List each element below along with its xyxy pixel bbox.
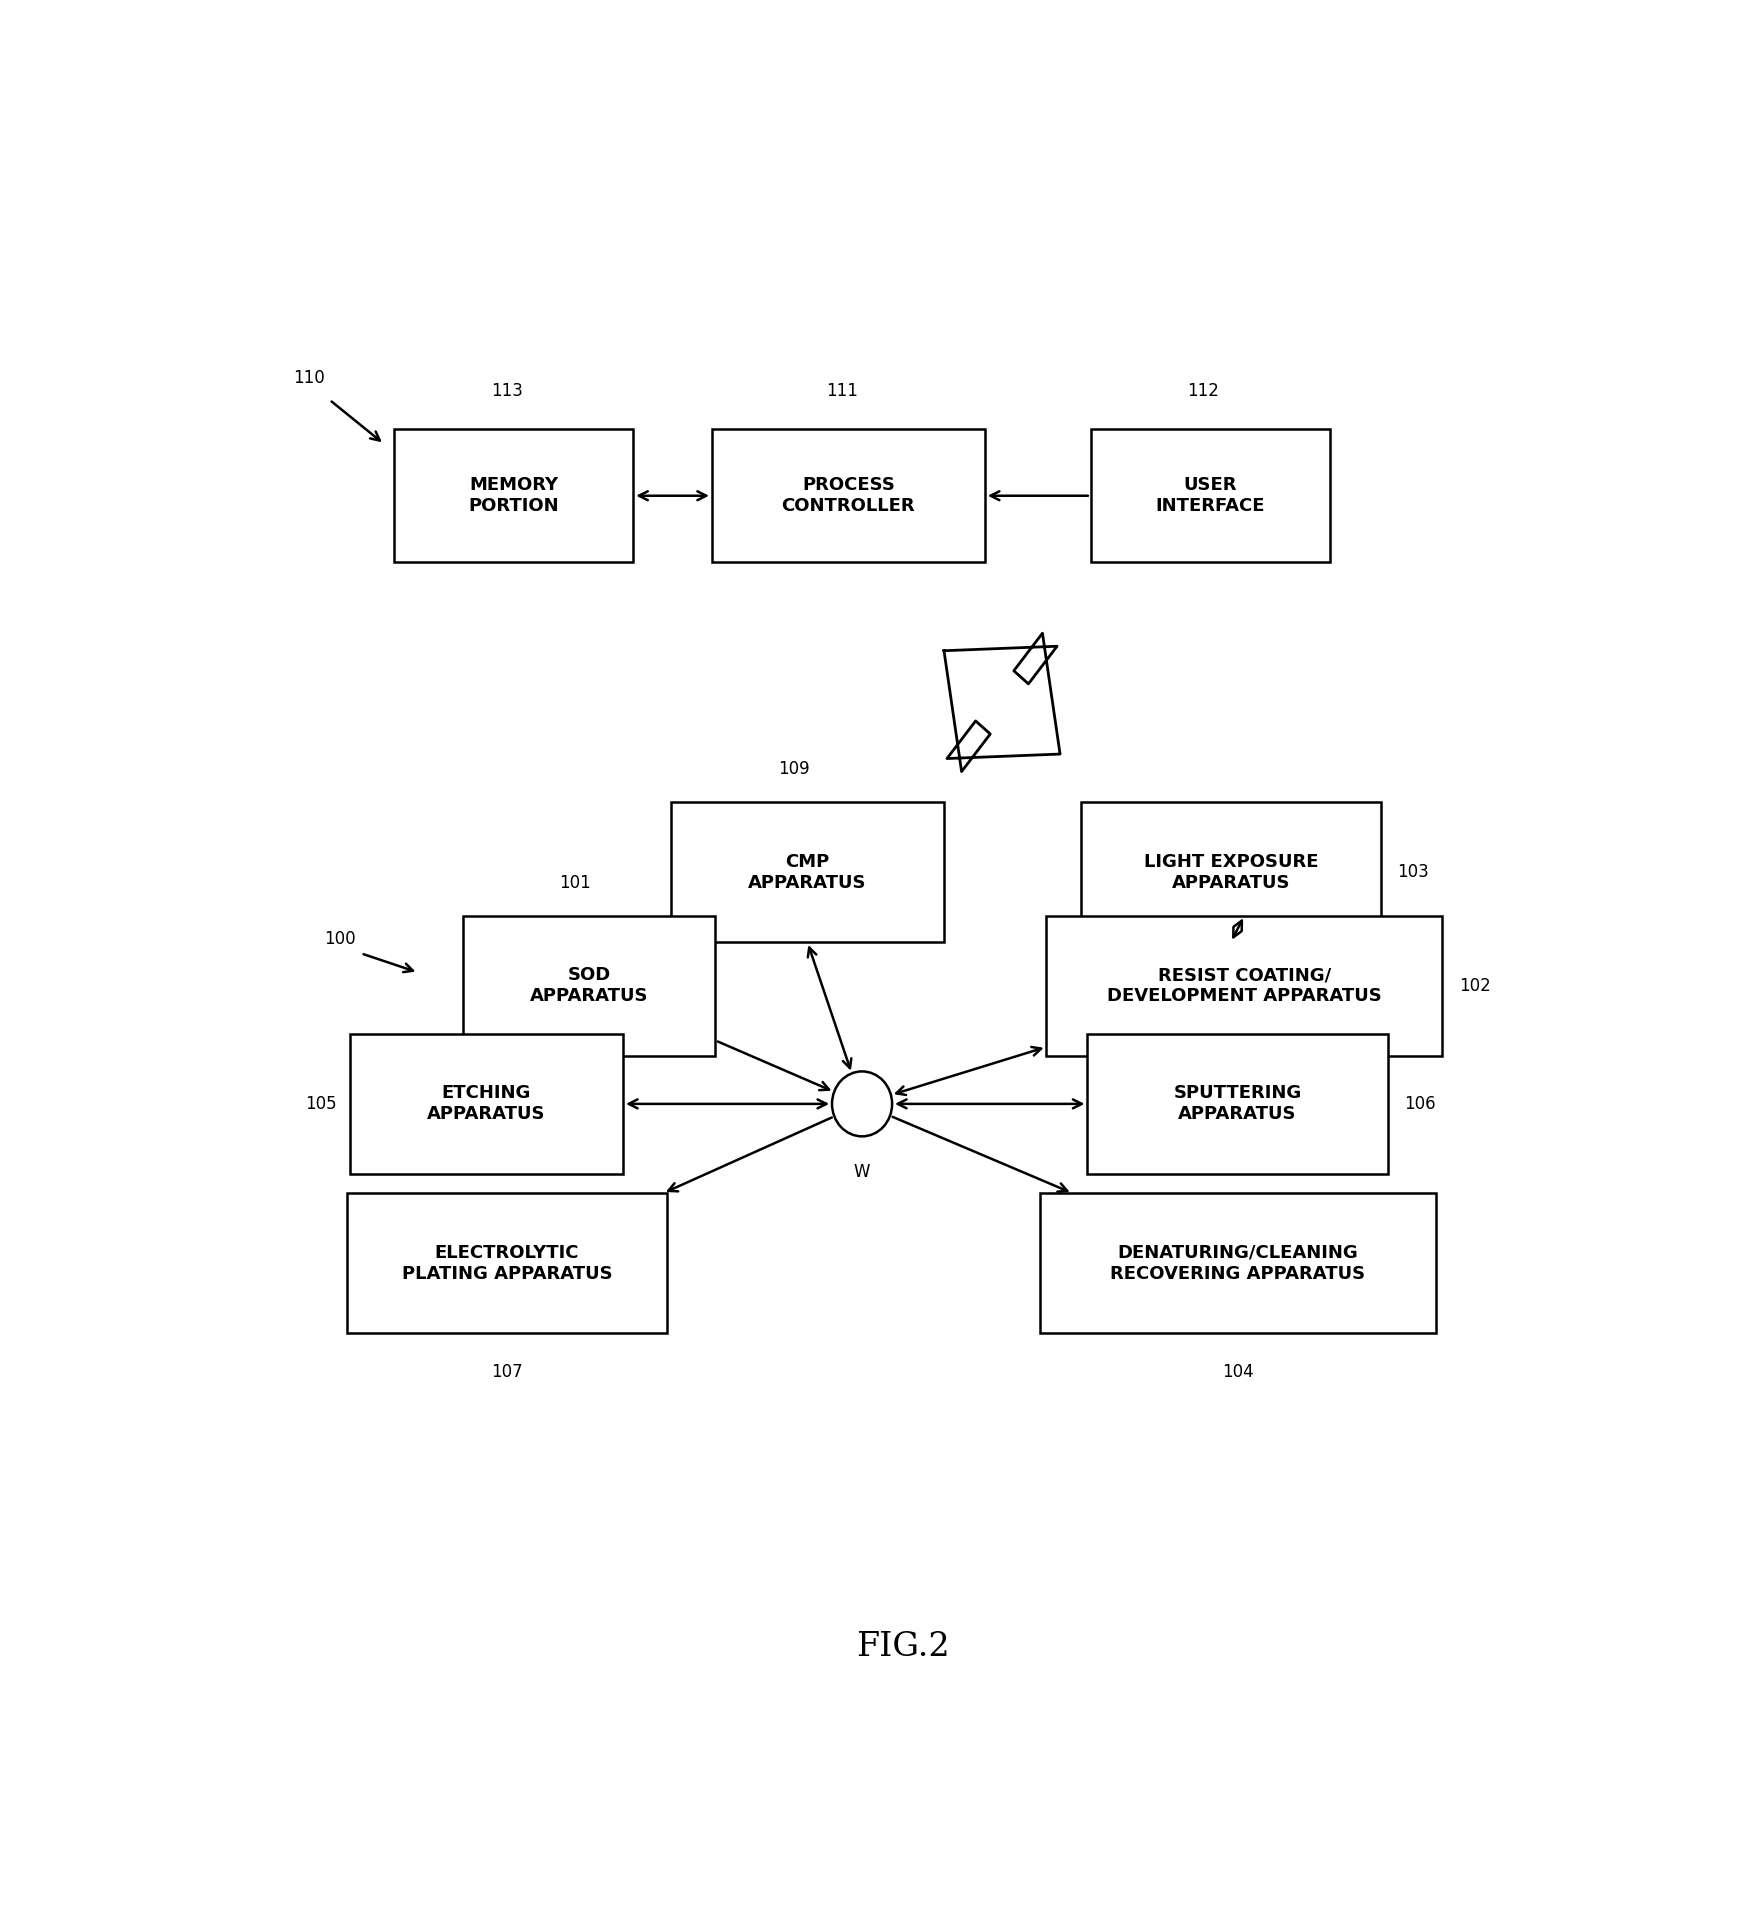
Text: 107: 107 <box>492 1363 523 1380</box>
Text: RESIST COATING/
DEVELOPMENT APPARATUS: RESIST COATING/ DEVELOPMENT APPARATUS <box>1107 966 1381 1005</box>
Text: ETCHING
APPARATUS: ETCHING APPARATUS <box>426 1085 546 1123</box>
Text: SPUTTERING
APPARATUS: SPUTTERING APPARATUS <box>1173 1085 1302 1123</box>
Text: 104: 104 <box>1221 1363 1253 1380</box>
FancyBboxPatch shape <box>351 1033 624 1173</box>
FancyBboxPatch shape <box>1087 1033 1388 1173</box>
Text: 101: 101 <box>559 874 592 891</box>
FancyBboxPatch shape <box>1040 1192 1436 1334</box>
FancyBboxPatch shape <box>395 429 633 562</box>
Text: 100: 100 <box>324 930 356 947</box>
Polygon shape <box>944 633 1061 771</box>
FancyBboxPatch shape <box>463 916 715 1056</box>
Text: 112: 112 <box>1188 381 1219 401</box>
Text: ELECTROLYTIC
PLATING APPARATUS: ELECTROLYTIC PLATING APPARATUS <box>402 1244 613 1282</box>
Circle shape <box>832 1072 892 1137</box>
Text: 102: 102 <box>1459 978 1491 995</box>
FancyBboxPatch shape <box>347 1192 668 1334</box>
Text: 110: 110 <box>292 368 324 387</box>
Text: LIGHT EXPOSURE
APPARATUS: LIGHT EXPOSURE APPARATUS <box>1144 853 1318 891</box>
Text: USER
INTERFACE: USER INTERFACE <box>1156 475 1265 516</box>
Text: MEMORY
PORTION: MEMORY PORTION <box>469 475 559 516</box>
FancyBboxPatch shape <box>671 801 944 943</box>
FancyBboxPatch shape <box>712 429 985 562</box>
Text: 105: 105 <box>305 1095 337 1114</box>
Text: 103: 103 <box>1397 863 1429 882</box>
Text: SOD
APPARATUS: SOD APPARATUS <box>530 966 648 1005</box>
Text: 109: 109 <box>779 761 809 778</box>
FancyBboxPatch shape <box>1080 801 1381 943</box>
FancyBboxPatch shape <box>1047 916 1443 1056</box>
Text: 106: 106 <box>1404 1095 1436 1114</box>
Text: 113: 113 <box>492 381 523 401</box>
Text: CMP
APPARATUS: CMP APPARATUS <box>749 853 867 891</box>
Text: 111: 111 <box>826 381 858 401</box>
Text: PROCESS
CONTROLLER: PROCESS CONTROLLER <box>782 475 914 516</box>
FancyBboxPatch shape <box>1091 429 1330 562</box>
Text: DENATURING/CLEANING
RECOVERING APPARATUS: DENATURING/CLEANING RECOVERING APPARATUS <box>1110 1244 1366 1282</box>
Text: FIG.2: FIG.2 <box>856 1631 950 1664</box>
Text: W: W <box>855 1164 870 1181</box>
